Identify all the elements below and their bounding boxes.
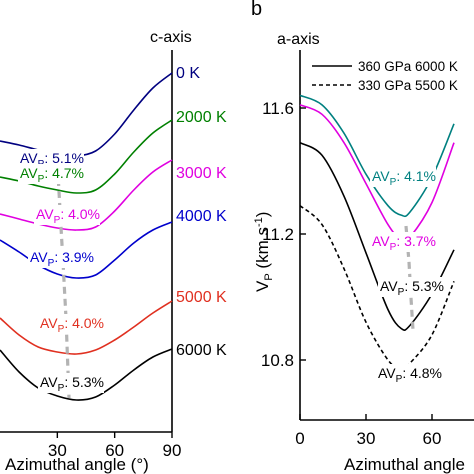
panel-label-b: b [251, 0, 262, 20]
left-av-label: AVP: 5.3% [40, 374, 104, 394]
legend-label-dashed: 330 GPa 5500 K [358, 78, 458, 93]
right-series-line [299, 205, 455, 371]
left-av-label-bg [34, 205, 100, 225]
left-panel: c-axis Azimuthal angle (°) [0, 29, 192, 474]
right-x-tick-label: 60 [423, 429, 442, 448]
legend-label-solid: 360 GPa 6000 K [358, 59, 458, 74]
left-series-label: 0 K [176, 65, 200, 82]
right-av-label-bg [370, 167, 436, 187]
left-minima-trend-line [55, 154, 71, 399]
left-x-tick-label: 90 [163, 441, 182, 460]
left-series-label: 5000 K [176, 289, 227, 306]
left-av-label: AVP: 3.9% [30, 249, 94, 269]
left-series-line [0, 348, 173, 401]
right-y-tick-label: 11.6 [262, 99, 294, 118]
left-series-line [0, 159, 173, 231]
left-panel-title: c-axis [150, 29, 192, 46]
left-av-label-bg [18, 164, 84, 184]
right-panel: b a-axis Azimuthal angle VP (km s-1) [251, 0, 474, 474]
right-x-tick-label: 30 [357, 429, 376, 448]
left-av-label: AVP: 4.0% [40, 315, 104, 335]
right-y-axis-title: VP (km s-1) [253, 212, 275, 292]
left-av-label-bg [28, 248, 94, 268]
left-series-line [0, 72, 173, 157]
left-series-label: 2000 K [176, 109, 227, 126]
right-av-label: AVP: 4.8% [378, 365, 442, 385]
left-av-label: AVP: 4.7% [20, 165, 84, 185]
right-av-label-bg [378, 277, 444, 297]
right-x-tick-label: 0 [295, 429, 304, 448]
right-series-line [299, 94, 455, 218]
right-y-tick-label: 10.8 [261, 351, 294, 370]
right-panel-title: a-axis [277, 31, 320, 48]
right-av-label-bg [376, 364, 442, 384]
right-av-label: AVP: 5.3% [380, 278, 444, 298]
left-av-label-bg [38, 373, 104, 393]
right-av-label: AVP: 3.7% [372, 233, 436, 253]
left-series-label: 6000 K [176, 342, 227, 359]
left-av-label-bg [38, 314, 104, 334]
right-x-axis-title: Azimuthal angle [344, 455, 465, 474]
left-x-tick-label: 30 [48, 441, 67, 460]
right-series-line [299, 141, 455, 331]
left-x-tick-label: 60 [105, 441, 124, 460]
left-series-label: 4000 K [176, 208, 227, 225]
right-series-line [299, 104, 455, 243]
left-series-line [0, 300, 173, 355]
left-x-axis-title: Azimuthal angle (°) [5, 455, 149, 474]
right-y-tick-label: 11.2 [262, 225, 294, 244]
left-series-label: 3000 K [176, 165, 227, 182]
right-av-label-bg [370, 232, 436, 252]
left-av-label: AVP: 4.0% [36, 206, 100, 226]
right-av-label: AVP: 4.1% [372, 168, 436, 188]
